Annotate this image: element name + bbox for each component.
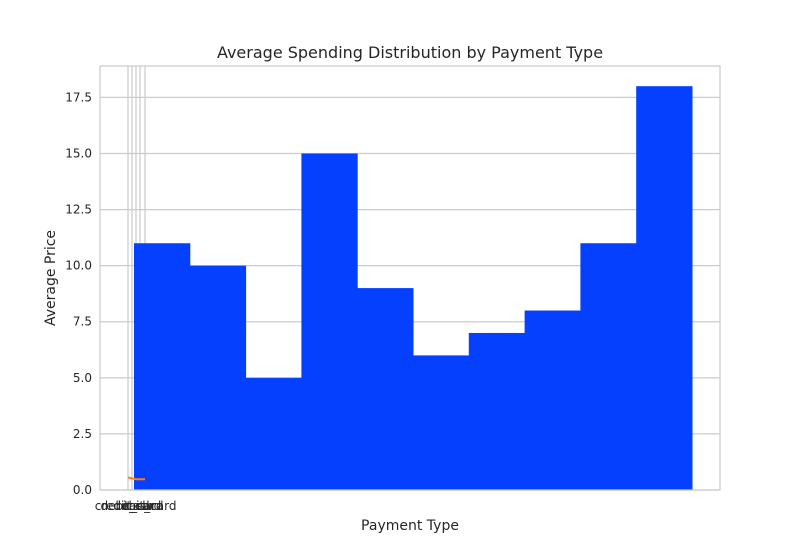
x-tick-label: credit_card bbox=[95, 499, 162, 513]
line-series bbox=[127, 476, 145, 481]
bar bbox=[134, 243, 191, 490]
bar bbox=[189, 265, 247, 490]
bar bbox=[357, 288, 414, 490]
line-series-path bbox=[127, 476, 145, 481]
y-tick-label: 2.5 bbox=[73, 427, 92, 441]
bar bbox=[524, 310, 581, 490]
bar bbox=[245, 377, 302, 490]
y-tick-label: 7.5 bbox=[73, 315, 92, 329]
bar bbox=[468, 332, 526, 490]
y-tick-label: 15.0 bbox=[65, 146, 92, 160]
y-tick-label: 17.5 bbox=[65, 90, 92, 104]
x-tick-label: debit_card bbox=[114, 499, 177, 513]
y-tick-labels: 0.0 2.5 5.0 7.5 10.0 12.5 15.0 17.5 bbox=[65, 90, 92, 497]
chart-title: Average Spending Distribution by Payment… bbox=[217, 43, 603, 62]
x-tick-label: cash bbox=[122, 499, 150, 513]
y-tick-label: 12.5 bbox=[65, 203, 92, 217]
y-tick-label: 10.0 bbox=[65, 259, 92, 273]
bar bbox=[636, 86, 693, 490]
bars bbox=[134, 86, 693, 490]
bar bbox=[301, 153, 358, 490]
x-axis-label: Payment Type bbox=[361, 518, 459, 534]
bar bbox=[580, 243, 637, 490]
y-axis-label: Average Price bbox=[43, 230, 59, 326]
bar bbox=[413, 355, 470, 490]
x-tick-label: cash bbox=[126, 499, 154, 513]
y-tick-label: 5.0 bbox=[73, 371, 92, 385]
plot-frame bbox=[99, 65, 721, 491]
x-tick-label: debit_card bbox=[101, 499, 164, 513]
y-tick-label: 0.0 bbox=[73, 483, 92, 497]
